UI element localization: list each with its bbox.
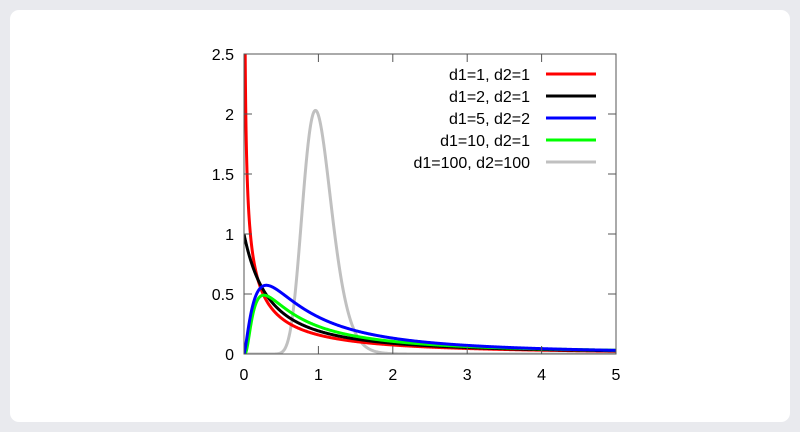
- x-tick-label: 3: [463, 367, 472, 384]
- plot-frame: [243, 53, 617, 355]
- x-tick-label: 4: [537, 367, 546, 384]
- axis-ticks: 0 1 2 3 4 5 0 0.5 1 1.5 2 2.5: [212, 47, 621, 384]
- x-tick-label: 2: [388, 367, 397, 384]
- plot-curves: [244, 54, 616, 354]
- x-tick-label: 1: [314, 367, 323, 384]
- y-tick-label: 1.5: [212, 167, 234, 184]
- y-tick-label: 1: [225, 227, 234, 244]
- series-line: [244, 54, 616, 353]
- chart-card: 0 1 2 3 4 5 0 0.5 1 1.5 2 2.5 d1=1, d2=1 d1=2, d2=1 d…: [10, 10, 790, 422]
- series-line: [244, 283, 616, 354]
- f-distribution-chart: 0 1 2 3 4 500.511.522.5 d1=1, d2=1d1=2, d2=1d…: [212, 47, 621, 384]
- series-line: [244, 108, 616, 354]
- legend-label: d1=2, d2=1: [449, 89, 530, 106]
- legend-label: d1=5, d2=2: [449, 111, 530, 128]
- legend-label: d1=100, d2=100: [413, 155, 530, 172]
- y-tick-label: 2: [225, 107, 234, 124]
- y-tick-label: 0.5: [212, 287, 234, 304]
- legend-label: d1=10, d2=1: [440, 133, 530, 150]
- x-tick-label: 0: [240, 367, 249, 384]
- legend: d1=1, d2=1 d1=2, d2=1 d1=5, d2=2 d1=10, d2=…: [413, 67, 596, 172]
- y-tick-label: 0: [225, 347, 234, 364]
- legend-label: d1=1, d2=1: [449, 67, 530, 84]
- y-tick-label: 2.5: [212, 47, 234, 64]
- x-tick-label: 5: [612, 367, 621, 384]
